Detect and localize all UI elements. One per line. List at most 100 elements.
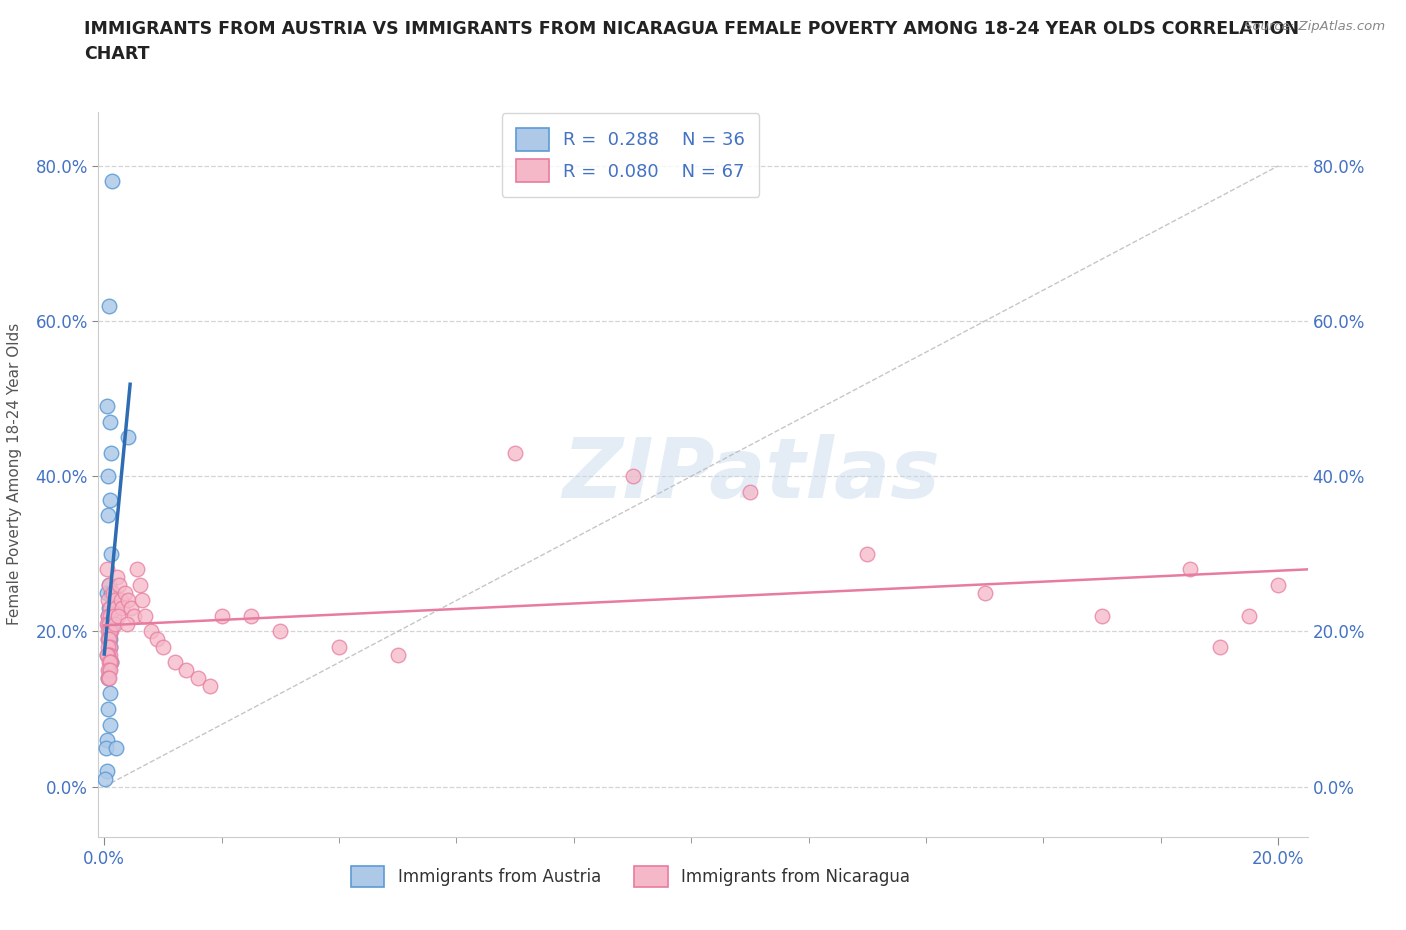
Legend: Immigrants from Austria, Immigrants from Nicaragua: Immigrants from Austria, Immigrants from… (344, 859, 917, 894)
Point (387, 647, 409, 662)
Point (134, 608, 156, 623)
Point (98, 624, 121, 639)
Point (105, 740, 128, 755)
Point (117, 593, 139, 608)
Point (101, 617, 124, 631)
Point (108, 578, 131, 592)
Point (328, 640, 350, 655)
Point (97, 608, 120, 623)
Point (98, 663, 121, 678)
Point (503, 445, 526, 460)
Point (98, 578, 121, 592)
Point (104, 617, 127, 631)
Point (97, 631, 120, 646)
Point (98, 631, 121, 646)
Point (98, 717, 121, 732)
Point (98, 631, 121, 646)
Point (97, 631, 120, 646)
Point (100, 655, 122, 670)
Point (104, 593, 127, 608)
Text: IMMIGRANTS FROM AUSTRIA VS IMMIGRANTS FROM NICARAGUA FEMALE POVERTY AMONG 18-24 : IMMIGRANTS FROM AUSTRIA VS IMMIGRANTS FR… (84, 20, 1299, 38)
Point (97, 593, 120, 608)
Point (98, 492, 121, 507)
Point (101, 174, 124, 189)
Point (163, 655, 186, 670)
Point (96, 562, 118, 577)
Point (98, 671, 121, 685)
Point (117, 430, 139, 445)
Point (1237, 608, 1260, 623)
Point (98, 640, 121, 655)
Point (105, 601, 128, 616)
Point (97, 469, 120, 484)
Point (110, 593, 132, 608)
Point (96, 764, 118, 778)
Point (98, 617, 121, 631)
Point (98, 299, 121, 313)
Point (96, 585, 118, 600)
Point (98, 601, 121, 616)
Point (96, 733, 118, 748)
Point (96, 647, 118, 662)
Point (97, 647, 120, 662)
Text: Source: ZipAtlas.com: Source: ZipAtlas.com (1244, 20, 1385, 33)
Point (1180, 562, 1202, 577)
Point (97, 663, 120, 678)
Point (111, 601, 134, 616)
Point (128, 578, 150, 592)
Point (100, 624, 122, 639)
Point (131, 593, 153, 608)
Y-axis label: Female Poverty Among 18-24 Year Olds: Female Poverty Among 18-24 Year Olds (7, 324, 21, 626)
Point (97, 640, 120, 655)
Point (176, 663, 198, 678)
Point (97, 608, 120, 623)
Point (97, 624, 120, 639)
Point (98, 415, 121, 430)
Point (97, 701, 120, 716)
Point (98, 601, 121, 616)
Point (1091, 608, 1114, 623)
Point (141, 624, 163, 639)
Point (114, 585, 136, 600)
Point (98, 624, 121, 639)
Point (98, 655, 121, 670)
Point (240, 608, 263, 623)
Point (856, 547, 879, 562)
Point (107, 608, 129, 623)
Point (100, 547, 122, 562)
Point (1267, 578, 1289, 592)
Text: ZIPatlas: ZIPatlas (562, 433, 941, 515)
Point (98, 686, 121, 701)
Point (97, 671, 120, 685)
Point (100, 585, 122, 600)
Point (94, 740, 117, 755)
Point (115, 617, 138, 631)
Point (94, 771, 117, 786)
Point (100, 655, 122, 670)
Text: CHART: CHART (84, 45, 150, 62)
Point (1208, 640, 1230, 655)
Point (152, 640, 174, 655)
Point (98, 640, 121, 655)
Point (100, 445, 122, 460)
Point (98, 647, 121, 662)
Point (973, 585, 995, 600)
Point (97, 508, 120, 523)
Point (738, 485, 761, 499)
Point (98, 655, 121, 670)
Point (211, 608, 233, 623)
Point (97, 647, 120, 662)
Point (269, 624, 291, 639)
Point (97, 671, 120, 685)
Point (98, 624, 121, 639)
Point (101, 585, 124, 600)
Point (98, 608, 121, 623)
Point (96, 647, 118, 662)
Point (122, 608, 145, 623)
Point (98, 608, 121, 623)
Point (120, 601, 142, 616)
Point (187, 671, 209, 685)
Point (96, 399, 118, 414)
Point (146, 631, 169, 646)
Point (103, 608, 125, 623)
